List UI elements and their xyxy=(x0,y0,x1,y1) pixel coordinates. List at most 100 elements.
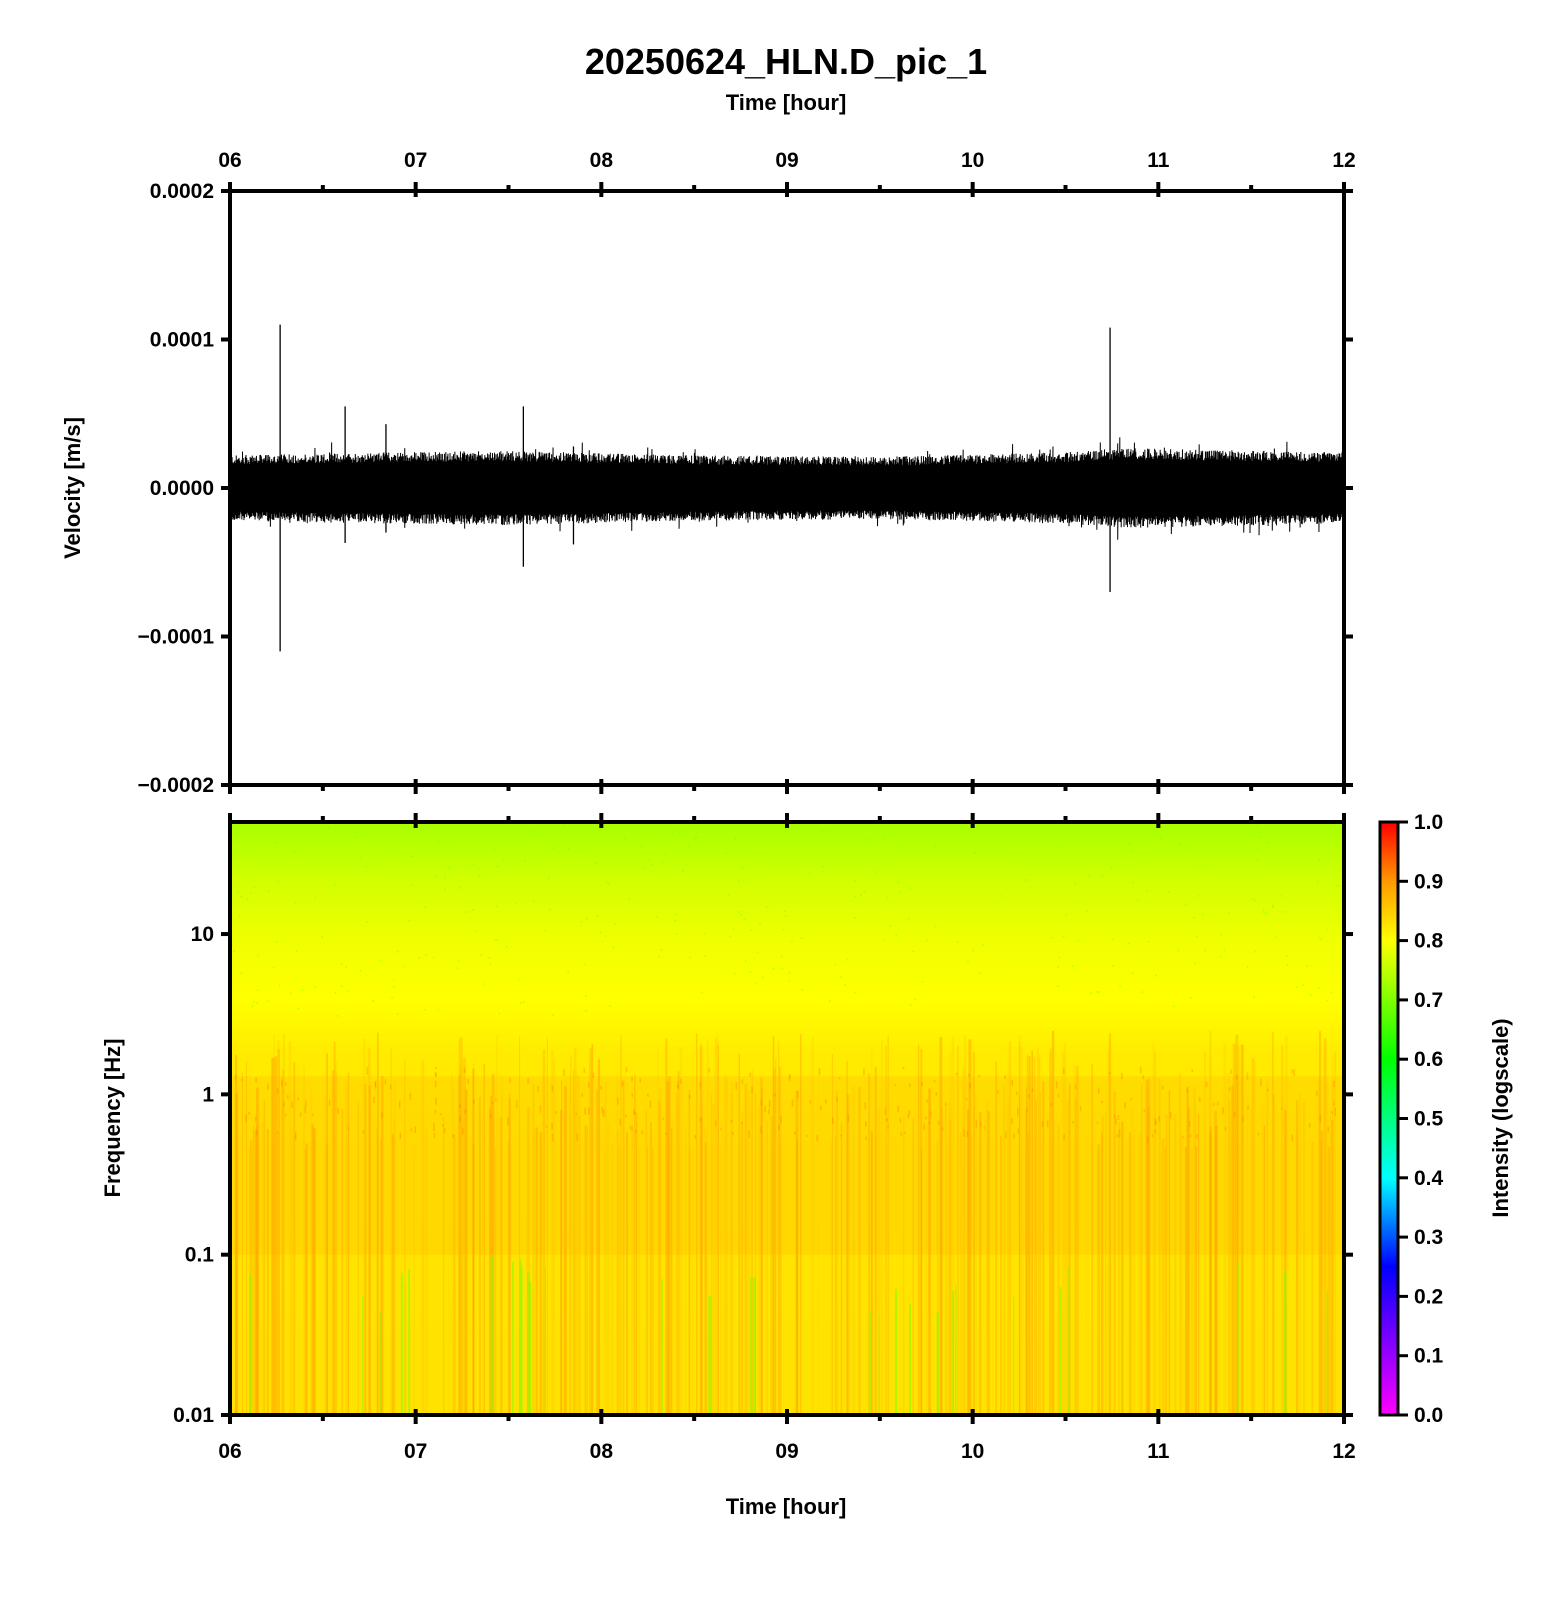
spectrogram-speckle xyxy=(410,883,413,886)
spectrogram-streak xyxy=(620,1034,622,1415)
spectrogram-streak xyxy=(461,1059,463,1415)
spectrogram-speckle xyxy=(602,1109,605,1117)
spectrogram-speckle xyxy=(1333,1080,1336,1087)
spectrogram-speckle xyxy=(655,916,658,918)
spectrogram-streak xyxy=(245,1061,247,1415)
spectrogram-streak xyxy=(675,1093,678,1415)
spectrogram-speckle xyxy=(966,1130,969,1138)
spectrogram-streak xyxy=(1130,1108,1134,1415)
spectrogram-streak xyxy=(758,1106,760,1415)
spectrogram-streak xyxy=(1057,1125,1060,1415)
spectrogram-streak xyxy=(1042,1081,1045,1415)
spectrogram-streak xyxy=(310,1088,313,1415)
spectrogram-speckle xyxy=(1242,1116,1244,1122)
spectrogram-streak xyxy=(1049,1048,1052,1415)
spectrogram-streak xyxy=(1251,1057,1255,1415)
spectrogram-speckle xyxy=(384,1079,387,1085)
spectrogram-speckle xyxy=(584,995,587,997)
spectrogram-streak xyxy=(646,1147,649,1415)
spectrogram-speckle xyxy=(517,978,520,981)
spectrogram-streak xyxy=(692,1147,694,1415)
spectrogram-band xyxy=(230,1076,1344,1095)
spectrogram-streak xyxy=(335,1061,338,1415)
spectrogram-speckle xyxy=(294,901,297,904)
spectrogram-speckle xyxy=(474,930,477,933)
spectrogram-speckle xyxy=(1306,965,1308,967)
spectrogram-speckle xyxy=(551,1085,554,1092)
spectrogram-streak xyxy=(459,1066,462,1415)
spectrogram-speckle xyxy=(1173,1005,1175,1008)
spectrogram-speckle xyxy=(539,1105,542,1113)
colorbar-gradient xyxy=(1378,820,1400,1417)
spectrogram-speckle xyxy=(563,1068,565,1077)
spectrogram-streak xyxy=(572,1100,575,1415)
spectrogram-x-ticks: 06 07 08 09 10 11 12 xyxy=(218,813,1356,1463)
spectrogram-speckle xyxy=(1272,904,1274,907)
spectrogram-speckle xyxy=(941,1127,944,1131)
spectrogram-speckle xyxy=(1128,942,1130,945)
spectrogram-speckle xyxy=(397,950,399,953)
spectrogram-streak xyxy=(263,1100,266,1415)
spectrogram-speckle xyxy=(694,839,697,841)
spectrogram-streak xyxy=(1261,1102,1263,1415)
spectrogram-speckle xyxy=(714,1120,717,1126)
spectrogram-speckle xyxy=(552,1014,554,1016)
spectrogram-streak xyxy=(616,1130,620,1415)
spectrogram-speckle xyxy=(281,1079,283,1087)
spectrogram-streak xyxy=(881,1040,883,1415)
spectrogram-speckle xyxy=(290,992,292,995)
spectrogram-streak xyxy=(779,1144,782,1415)
spectrogram-speckle xyxy=(1024,879,1026,881)
spectrogram-speckle xyxy=(276,842,278,845)
spectrogram-speckle xyxy=(1186,1088,1189,1093)
spectrogram-speckle xyxy=(937,1120,940,1125)
spectrogram-speckle xyxy=(1326,928,1328,931)
spectrogram-speckle xyxy=(887,1125,889,1129)
spectrogram-streak xyxy=(1237,1045,1241,1415)
spectrogram-speckle xyxy=(251,1005,254,1007)
spectrogram-speckle xyxy=(482,983,484,985)
spectrogram-speckle xyxy=(374,1081,377,1089)
waveform-panel: 06 07 08 09 10 11 12 0.0002 0.0001 0.0000 −0.0001… xyxy=(60,149,1356,797)
spectrogram-speckle xyxy=(926,1099,929,1103)
spectrogram-speckle xyxy=(1146,889,1149,892)
spectrogram-speckle xyxy=(1074,1084,1077,1089)
spectrogram-streak xyxy=(1075,1065,1079,1415)
spectrogram-streak xyxy=(1194,1145,1198,1415)
spectrogram-speckle xyxy=(418,957,420,959)
spectrogram-speckle xyxy=(1199,866,1201,868)
spectrogram-streak xyxy=(775,1058,777,1415)
spectrogram-speckle xyxy=(240,972,243,974)
spectrogram-streak xyxy=(1209,1059,1211,1415)
spectrogram-streak xyxy=(795,1150,798,1415)
spectrogram-speckle xyxy=(1071,965,1074,968)
spectrogram-streak xyxy=(939,1036,943,1415)
spectrogram-streak xyxy=(261,1123,265,1415)
spectrogram-speckle xyxy=(254,1116,257,1122)
spectrogram-speckle xyxy=(809,1100,812,1104)
spectrogram-speckle xyxy=(1259,836,1262,839)
spectrogram-speckle xyxy=(449,868,451,870)
spectrogram-streak xyxy=(404,1283,406,1415)
spectrogram-streak xyxy=(390,1048,393,1415)
spectrogram-speckle xyxy=(609,1005,611,1007)
spectrogram-streak xyxy=(303,1066,305,1415)
spectrogram-speckle xyxy=(314,897,316,899)
spectrogram-streak xyxy=(552,1061,556,1415)
spectrogram-speckle xyxy=(781,968,784,970)
top-x-tick-label: 08 xyxy=(590,149,614,172)
spectrogram-streak xyxy=(963,1034,967,1415)
spectrogram-speckle xyxy=(854,880,856,882)
spectrogram-streak xyxy=(333,1041,336,1415)
spectrogram-speckle xyxy=(480,954,482,957)
spectrogram-streak xyxy=(1091,1064,1093,1415)
spectrogram-speckle xyxy=(1223,949,1226,951)
spectrogram-speckle xyxy=(587,1082,590,1088)
spectrogram-streak xyxy=(573,1048,577,1415)
spectrogram-streak xyxy=(723,1075,727,1415)
spectrogram-speckle xyxy=(1309,994,1312,996)
spectrogram-streak xyxy=(1118,1121,1120,1415)
spectrogram-speckle xyxy=(1295,986,1298,988)
spectrogram-streak xyxy=(948,1101,951,1415)
spectrogram-speckle xyxy=(909,1004,912,1006)
